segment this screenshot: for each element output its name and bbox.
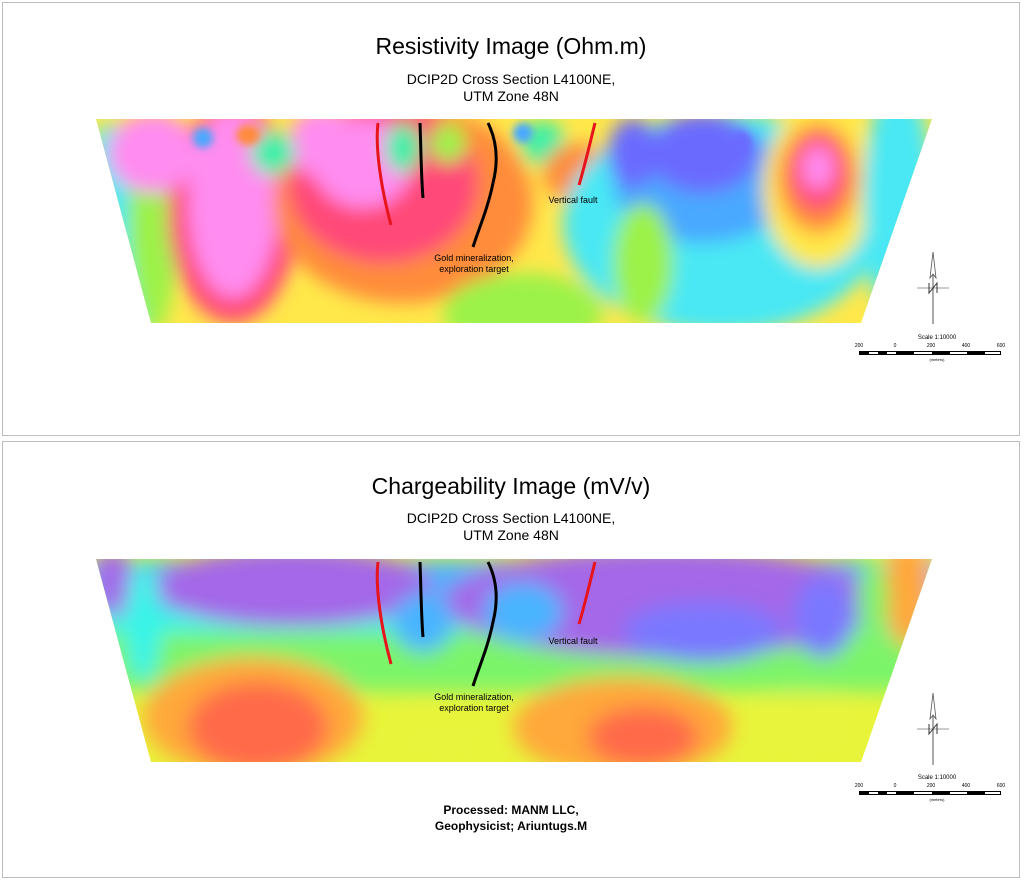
scale-tick: 600 <box>996 343 1006 349</box>
resistivity-gold-label-line1: Gold mineralization, <box>434 253 514 263</box>
chargeability-fault-label: Vertical fault <box>548 636 598 646</box>
resistivity-panel: Resistivity Image (Ohm.m) DCIP2D Cross S… <box>2 2 1020 436</box>
scale-tick: 0 <box>893 343 897 349</box>
chargeability-cross-section: Vertical fault Gold mineralization, expl… <box>96 559 932 762</box>
chargeability-scale-bar: Scale 1:10000 200 0 200 400 600 (meters) <box>854 775 1017 815</box>
chargeability-gold-label-line1: Gold mineralization, <box>434 692 514 702</box>
scale-tick: 400 <box>961 343 971 349</box>
scale-tick: 200 <box>854 783 864 789</box>
scale-tick: 400 <box>961 783 971 789</box>
scale-bar-graphic <box>859 351 1001 355</box>
resistivity-subtitle-line2: UTM Zone 48N <box>463 88 559 104</box>
resistivity-fault-label: Vertical fault <box>548 195 598 205</box>
chargeability-scale-title: Scale 1:10000 <box>917 775 957 781</box>
chargeability-subtitle: DCIP2D Cross Section L4100NE, UTM Zone 4… <box>3 510 1019 544</box>
scale-tick: 200 <box>926 343 936 349</box>
resistivity-scale-title: Scale 1:10000 <box>917 335 957 341</box>
scale-tick: 200 <box>926 783 936 789</box>
chargeability-fault-line-left <box>375 561 393 665</box>
chargeability-title: Chargeability Image (mV/v) <box>371 473 651 499</box>
chargeability-fault-line-right <box>577 561 597 625</box>
chargeability-subtitle-line1: DCIP2D Cross Section L4100NE, <box>406 510 616 526</box>
chargeability-panel: Chargeability Image (mV/v) DCIP2D Cross … <box>2 441 1020 878</box>
chargeability-target-line-left <box>418 561 425 638</box>
resistivity-image <box>96 119 932 323</box>
chargeability-gold-label-line2: exploration target <box>439 703 509 713</box>
scale-bar-graphic <box>859 791 1001 795</box>
resistivity-fault-line-right <box>577 122 597 186</box>
resistivity-scale-units: (meters) <box>929 357 945 362</box>
credit-block: Processed: MANM LLC, Geophysicist; Ariun… <box>3 802 1019 834</box>
resistivity-subtitle-line1: DCIP2D Cross Section L4100NE, <box>406 71 616 87</box>
north-arrow-icon <box>917 692 949 765</box>
resistivity-target-line-left <box>418 122 425 199</box>
chargeability-target-line-right <box>471 561 498 687</box>
north-arrow-icon <box>917 251 949 324</box>
scale-tick: 0 <box>893 783 897 789</box>
resistivity-cross-section: Vertical fault Gold mineralization, expl… <box>96 119 932 323</box>
resistivity-scale-bar: Scale 1:10000 200 0 200 400 600 (meters) <box>854 335 1017 375</box>
chargeability-scale-units: (meters) <box>929 797 945 802</box>
resistivity-subtitle: DCIP2D Cross Section L4100NE, UTM Zone 4… <box>3 71 1019 105</box>
scale-tick: 200 <box>854 343 864 349</box>
credit-line1: Processed: MANM LLC, <box>443 803 579 817</box>
chargeability-image <box>96 559 932 762</box>
resistivity-title: Resistivity Image (Ohm.m) <box>375 33 647 59</box>
scale-tick: 600 <box>996 783 1006 789</box>
credit-line2: Geophysicist; Ariuntugs.M <box>434 819 588 833</box>
resistivity-gold-label-line2: exploration target <box>439 264 509 274</box>
resistivity-fault-line-left <box>375 122 393 226</box>
resistivity-target-line-right <box>471 122 498 248</box>
chargeability-subtitle-line2: UTM Zone 48N <box>463 527 559 543</box>
